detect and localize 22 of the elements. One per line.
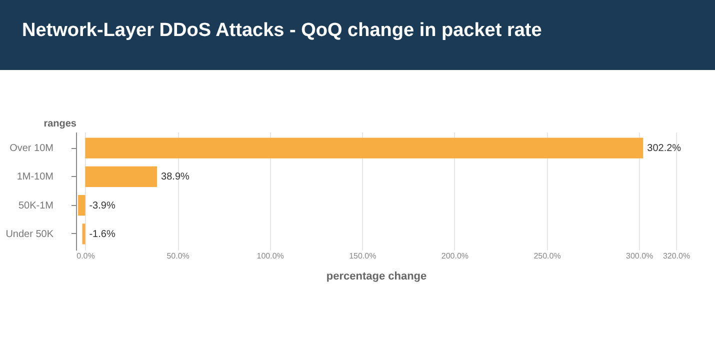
x-tick-label: 100.0% <box>256 252 284 260</box>
x-tick-label: 200.0% <box>441 252 469 260</box>
y-tick-label: Under 50K <box>6 228 54 240</box>
x-tick-label: 150.0% <box>349 252 376 260</box>
bar <box>85 166 158 187</box>
data-label: 302.2% <box>647 143 682 154</box>
y-axis-title: ranges <box>44 118 77 130</box>
x-tick-label: 250.0% <box>534 252 561 260</box>
x-tick-label: 0.0% <box>76 252 95 260</box>
bar <box>78 195 86 216</box>
bar <box>85 138 644 158</box>
data-label: -1.6% <box>89 228 116 240</box>
x-tick-label: 320.0% <box>662 252 690 260</box>
x-tick-label: 300.0% <box>626 252 654 260</box>
data-label: 38.9% <box>161 172 190 183</box>
y-tick-label: Over 10M <box>10 143 54 154</box>
x-tick-label: 50.0% <box>166 252 190 260</box>
x-axis-title: percentage change <box>326 270 427 282</box>
y-tick-label: 50K-1M <box>18 200 54 212</box>
y-tick-label: 1M-10M <box>16 172 54 183</box>
data-label: -3.9% <box>89 200 116 212</box>
chart-title: Network-Layer DDoS Attacks - QoQ change in packet rate <box>0 0 715 70</box>
